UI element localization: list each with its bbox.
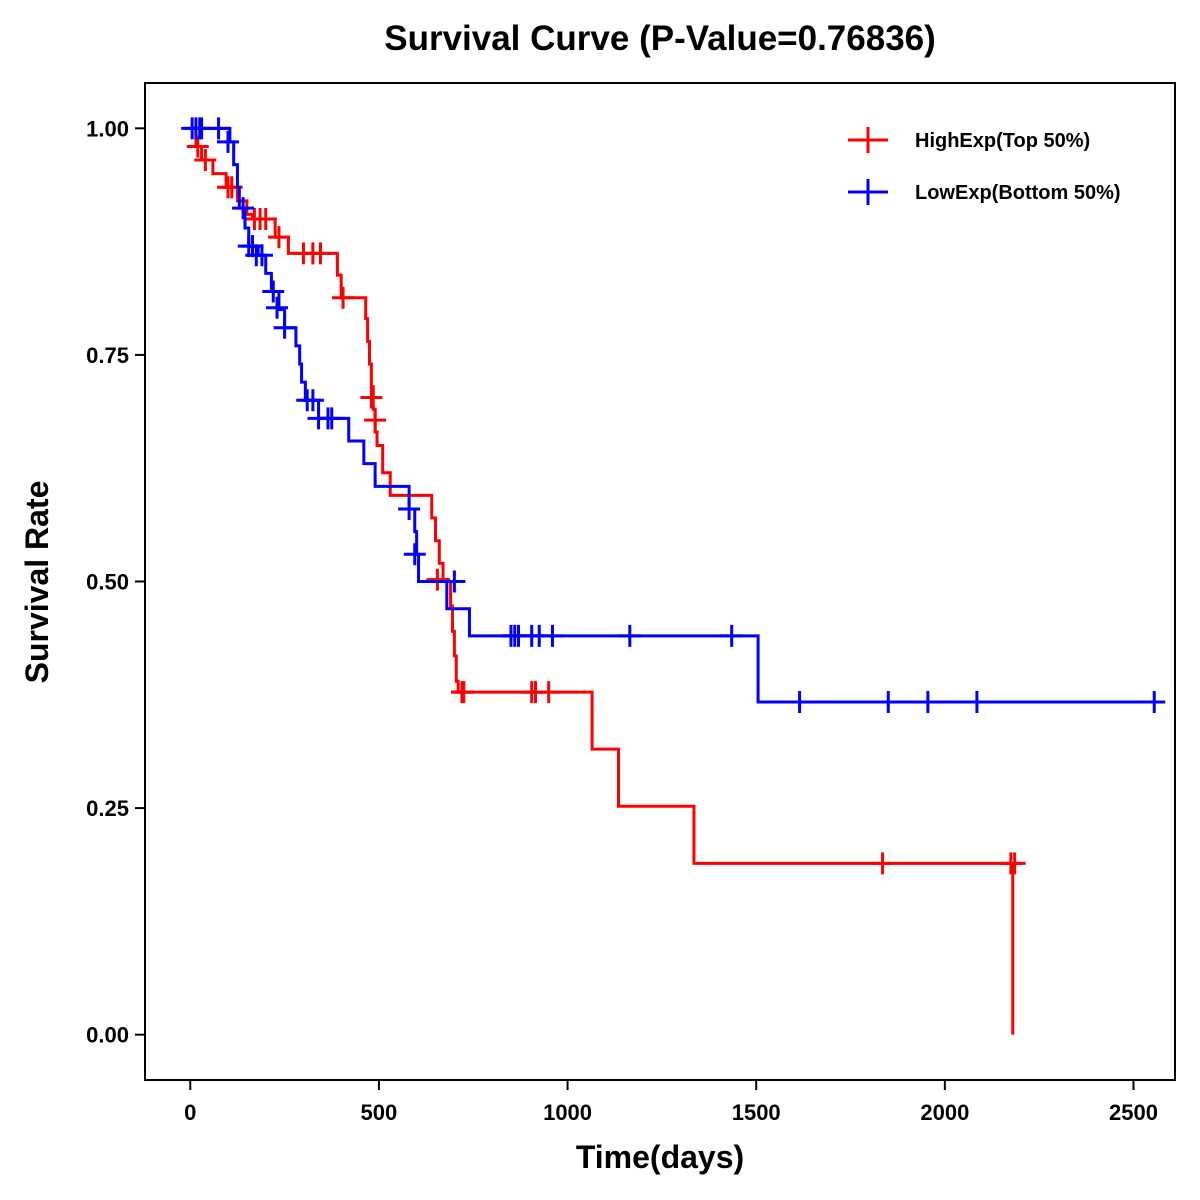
censor-mark bbox=[301, 389, 324, 412]
censor-mark bbox=[443, 570, 466, 593]
censor-mark bbox=[194, 149, 217, 172]
censor-mark bbox=[186, 135, 209, 158]
survival-step-line bbox=[190, 126, 1155, 704]
y-tick-label: 1.00 bbox=[86, 116, 129, 141]
legend-label: LowExp(Bottom 50%) bbox=[915, 182, 1121, 204]
censor-mark bbox=[537, 681, 560, 704]
censor-mark bbox=[916, 691, 939, 714]
x-tick-label: 500 bbox=[361, 1100, 398, 1125]
legend-item: LowExp(Bottom 50%) bbox=[848, 179, 1121, 205]
y-tick-label: 0.75 bbox=[86, 343, 129, 368]
censor-mark bbox=[217, 130, 240, 153]
censor-mark bbox=[254, 207, 277, 230]
x-tick-label: 1500 bbox=[732, 1100, 781, 1125]
censor-mark bbox=[541, 624, 564, 647]
x-tick-label: 2000 bbox=[920, 1100, 969, 1125]
legend-swatch bbox=[848, 179, 888, 205]
censor-mark bbox=[871, 852, 894, 875]
series-low-exp bbox=[181, 117, 1166, 714]
censor-mark bbox=[241, 235, 264, 258]
x-axis-label: Time(days) bbox=[576, 1139, 744, 1175]
plot-frame bbox=[144, 82, 1176, 1081]
x-tick-label: 0 bbox=[184, 1100, 196, 1125]
survival-step-line bbox=[190, 126, 1015, 1035]
censor-mark bbox=[309, 242, 332, 265]
censor-mark bbox=[965, 691, 988, 714]
censor-mark bbox=[360, 386, 383, 409]
censor-mark bbox=[320, 407, 343, 430]
censor-mark bbox=[273, 316, 296, 339]
legend-swatch bbox=[848, 127, 888, 153]
legend-label: HighExp(Top 50%) bbox=[915, 130, 1090, 152]
chart-title: Survival Curve (P-Value=0.76836) bbox=[384, 19, 936, 58]
censor-mark bbox=[618, 624, 641, 647]
y-tick-label: 0.50 bbox=[86, 570, 129, 595]
censor-mark bbox=[1003, 852, 1026, 875]
x-tick-label: 2500 bbox=[1109, 1100, 1158, 1125]
x-axis: 0 500 1000 1500 2000 2500 bbox=[184, 1080, 1158, 1125]
y-tick-label: 0.00 bbox=[86, 1023, 129, 1048]
censor-mark bbox=[877, 691, 900, 714]
y-tick-label: 0.25 bbox=[86, 796, 129, 821]
censor-mark bbox=[1143, 691, 1166, 714]
censor-mark bbox=[232, 197, 255, 220]
series-high-exp bbox=[186, 126, 1026, 1035]
censor-mark bbox=[720, 624, 743, 647]
censor-mark bbox=[426, 568, 449, 591]
censor-mark bbox=[403, 543, 426, 566]
censor-mark bbox=[788, 691, 811, 714]
censor-mark bbox=[250, 244, 273, 267]
y-axis-label: Survival Rate bbox=[19, 481, 55, 684]
series-layer bbox=[181, 117, 1166, 1035]
censor-mark bbox=[452, 681, 475, 704]
censor-mark bbox=[266, 296, 289, 319]
censor-mark bbox=[267, 226, 290, 249]
x-tick-label: 1000 bbox=[543, 1100, 592, 1125]
legend-item: HighExp(Top 50%) bbox=[848, 127, 1090, 153]
censor-mark bbox=[398, 497, 421, 520]
censor-mark bbox=[262, 280, 285, 303]
censor-mark bbox=[364, 409, 387, 432]
legend: HighExp(Top 50%) LowExp(Bottom 50%) bbox=[848, 127, 1121, 205]
censor-mark bbox=[332, 286, 355, 309]
y-axis: 0.00 0.25 0.50 0.75 1.00 bbox=[86, 116, 145, 1048]
censor-mark bbox=[207, 117, 230, 140]
